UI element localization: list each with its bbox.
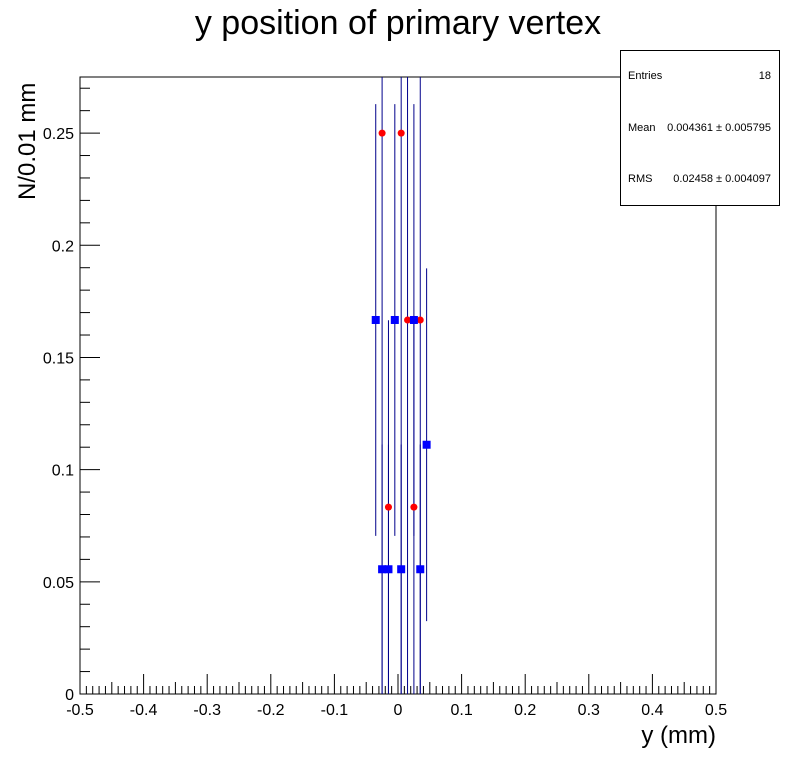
stats-rms-row: RMS 0.02458 ± 0.004097: [628, 173, 771, 185]
stats-entries-row: Entries 18: [628, 70, 771, 82]
data-point-square: [378, 565, 387, 574]
x-tick-label: 0.2: [514, 702, 536, 719]
data-point-square: [384, 565, 393, 574]
x-tick-label: -0.4: [130, 702, 158, 719]
x-tick-label: 0.4: [641, 702, 663, 719]
y-tick-label: 0: [65, 687, 74, 704]
stats-box: Entries 18 Mean 0.004361 ± 0.005795 RMS …: [620, 50, 780, 206]
stats-rms-value: 0.02458 ± 0.004097: [673, 173, 771, 185]
y-tick-label: 0.2: [52, 238, 74, 255]
y-axis-label: N/0.01 mm: [14, 82, 41, 200]
data-point-square: [409, 315, 418, 324]
data-point-circle: [378, 129, 386, 137]
data-point-circle: [404, 316, 412, 324]
x-tick-label: -0.3: [193, 702, 221, 719]
y-tick-label: 0.15: [43, 350, 74, 367]
stats-mean-label: Mean: [628, 122, 656, 134]
x-tick-label: -0.1: [321, 702, 349, 719]
data-point-circle: [410, 503, 418, 511]
stats-mean-row: Mean 0.004361 ± 0.005795: [628, 122, 771, 134]
x-tick-label: -0.2: [257, 702, 285, 719]
data-point-square: [390, 315, 399, 324]
x-tick-label: 0.1: [450, 702, 472, 719]
data-point-square: [371, 315, 380, 324]
stats-mean-value: 0.004361 ± 0.005795: [667, 122, 771, 134]
y-tick-label: 0.25: [43, 126, 74, 143]
x-axis-label: y (mm): [641, 722, 716, 749]
stats-entries-label: Entries: [628, 70, 663, 82]
y-tick-label: 0.1: [52, 463, 74, 480]
x-tick-label: 0.5: [705, 702, 727, 719]
data-point-square: [422, 440, 431, 449]
y-tick-label: 0.05: [43, 575, 74, 592]
data-point-circle: [384, 503, 392, 511]
data-point-square: [397, 565, 406, 574]
data-point-circle: [416, 316, 424, 324]
stats-rms-label: RMS: [628, 173, 653, 185]
x-tick-label: 0: [394, 702, 403, 719]
x-tick-label: 0.3: [578, 702, 600, 719]
chart-title: y position of primary vertex: [194, 4, 602, 42]
data-point-circle: [397, 129, 405, 137]
stats-entries-value: 18: [758, 70, 771, 82]
data-point-square: [416, 565, 425, 574]
x-tick-label: -0.5: [66, 702, 94, 719]
